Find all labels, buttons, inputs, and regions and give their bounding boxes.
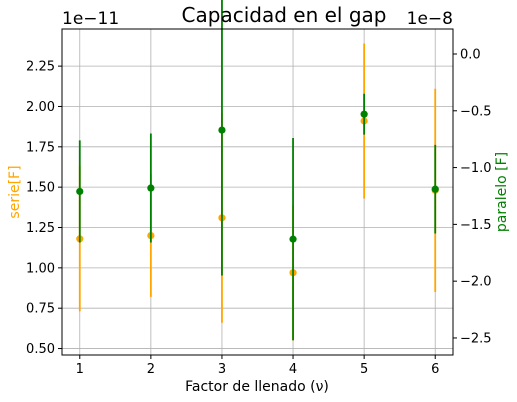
left-tick-label: 2.25: [26, 60, 55, 75]
left-tick-label: 1.25: [26, 221, 55, 236]
right-tick-label: −2.5: [460, 331, 492, 346]
x-axis-label: Factor de llenado (ν): [185, 379, 329, 395]
x-tick-label: 2: [147, 362, 155, 377]
right-tick-label: −1.0: [460, 161, 492, 176]
left-tick-label: 1.50: [26, 181, 55, 196]
x-tick-label: 5: [360, 362, 368, 377]
left-offset-text: 1e−11: [62, 9, 119, 29]
data-point: [218, 126, 226, 134]
grid-layer: [62, 29, 453, 355]
series-2: [76, 0, 439, 341]
left-tick-label: 0.75: [26, 302, 55, 317]
data-point: [431, 185, 439, 193]
data-point: [289, 235, 297, 243]
series-1: [76, 43, 439, 341]
data-point: [360, 110, 368, 118]
x-tick-label: 1: [76, 362, 84, 377]
plot-frame: [61, 28, 454, 356]
data-point: [76, 187, 84, 196]
left-tick-label: 1.00: [26, 261, 55, 276]
x-tick-label: 6: [431, 362, 439, 377]
chart-title: Capacidad en el gap: [182, 3, 387, 27]
x-tick-label: 3: [218, 362, 226, 377]
right-tick-label: −1.5: [460, 218, 492, 233]
left-axis-label: serie[F]: [7, 165, 23, 218]
series-layer: [76, 0, 439, 341]
ticks-layer: 1 2 3 4 5 6 0.50 0.75 1.00 1.25 1.50 1.75 2.00 2.25 −2…: [26, 47, 492, 377]
right-tick-label: −0.5: [460, 104, 492, 119]
right-axis-label: paralelo [F]: [494, 152, 510, 232]
left-tick-label: 2.00: [26, 100, 55, 115]
left-tick-label: 1.75: [26, 140, 55, 155]
left-tick-label: 0.50: [26, 342, 55, 357]
x-tick-label: 4: [289, 362, 297, 377]
right-tick-label: 0.0: [460, 47, 481, 62]
data-point: [147, 184, 155, 192]
right-tick-label: −2.0: [460, 275, 492, 290]
right-offset-text: 1e−8: [407, 9, 453, 29]
